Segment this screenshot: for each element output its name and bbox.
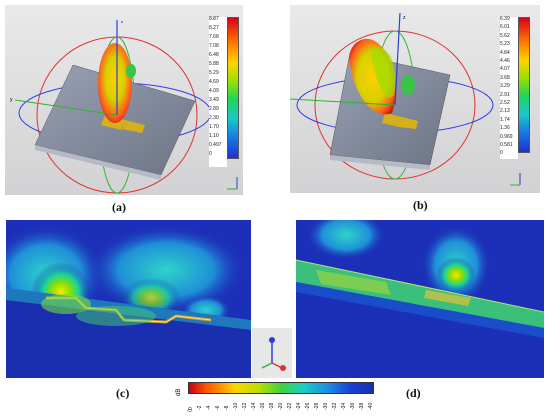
db-tick: -22 — [287, 402, 293, 410]
colorbar-a — [227, 17, 239, 159]
db-tick: -38 — [359, 402, 365, 410]
axis-triad-c — [252, 328, 292, 378]
db-tick: -36 — [350, 402, 356, 410]
db-tick: -4 — [206, 405, 212, 410]
main-lobe — [98, 43, 132, 123]
db-tick: -2 — [197, 405, 203, 410]
db-tick: -30 — [323, 402, 329, 410]
db-tick: -16 — [260, 402, 266, 410]
panel-label-a: (a) — [112, 200, 126, 214]
panel-label-d: (d) — [406, 386, 421, 400]
colorbar-a-ticks: 8.87 8.27 7.68 7.08 6.48 5.88 5.29 4.69 … — [209, 17, 227, 167]
panel-c-field-distribution — [6, 220, 251, 378]
field-map-d — [296, 220, 544, 338]
db-tick: -28 — [314, 402, 320, 410]
db-tick: -18 — [269, 402, 275, 410]
panel-label-b: (b) — [413, 198, 428, 212]
svg-text:y: y — [10, 97, 13, 103]
db-tick: -32 — [332, 402, 338, 410]
panel-d-field-distribution — [296, 220, 544, 378]
db-tick: -20 — [278, 402, 284, 410]
panel-a-3d-pattern: z y 8.87 8.27 7.68 7.08 6.48 5.88 5.29 4… — [5, 5, 243, 195]
field-map-c — [6, 225, 251, 378]
panel-b-3d-pattern: z 6.39 6.01 5.62 5.23 4.84 4.46 4.07 3.6… — [290, 5, 540, 193]
db-tick: -40 — [368, 402, 374, 410]
pcb-edge — [35, 145, 161, 180]
db-tick: -6 — [215, 405, 221, 410]
panel-label-c: (c) — [116, 386, 130, 400]
db-gradient — [188, 382, 374, 394]
db-tick: -12 — [242, 402, 248, 410]
radiation-pattern-a: z y — [10, 19, 238, 194]
colorbar-b-ticks: 6.39 6.01 5.62 5.23 4.84 4.46 4.07 3.68 … — [500, 17, 518, 159]
db-tick: -34 — [341, 402, 347, 410]
db-tick: 0 — [188, 409, 194, 412]
db-ticks: 0 — [188, 409, 194, 412]
colorbar-b — [518, 17, 530, 153]
svg-text:z: z — [403, 15, 406, 21]
db-tick: 0 — [188, 407, 194, 410]
svg-text:z: z — [121, 19, 123, 24]
db-tick: -26 — [305, 402, 311, 410]
radiation-pattern-b: z — [290, 12, 521, 186]
db-colorbar: dB 0 0 -2 -4 -6 -8 -10 -12 -14 -16 -18 -… — [176, 380, 376, 418]
db-tick: -14 — [251, 402, 257, 410]
db-tick: -8 — [224, 405, 230, 410]
db-tick: -10 — [233, 402, 239, 410]
db-tick: -24 — [296, 402, 302, 410]
